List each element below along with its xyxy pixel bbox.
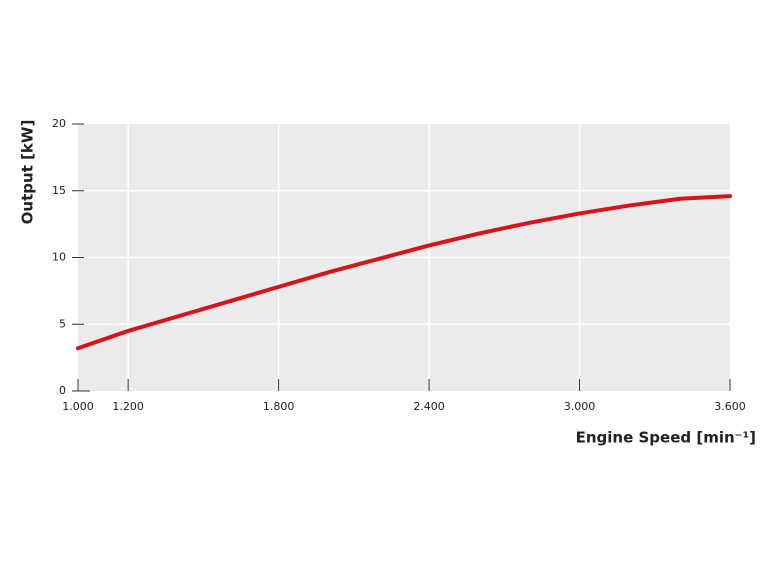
y-tick-label: 0 [59, 384, 66, 397]
x-axis-label: Engine Speed [min⁻¹] [576, 429, 756, 447]
y-tick-label: 5 [59, 317, 66, 330]
x-tick-label: 3.000 [564, 400, 596, 413]
x-tick-label: 1.800 [263, 400, 295, 413]
x-tick-label: 1.000 [62, 400, 94, 413]
y-tick-label: 20 [52, 117, 66, 130]
x-tick-label: 3.600 [714, 400, 746, 413]
y-tick-label: 15 [52, 184, 66, 197]
x-tick-label: 2.400 [413, 400, 445, 413]
y-tick-label: 10 [52, 251, 66, 264]
y-axis-label: Output [kW] [19, 120, 37, 225]
x-tick-label: 1.200 [112, 400, 144, 413]
line-series [76, 194, 732, 351]
